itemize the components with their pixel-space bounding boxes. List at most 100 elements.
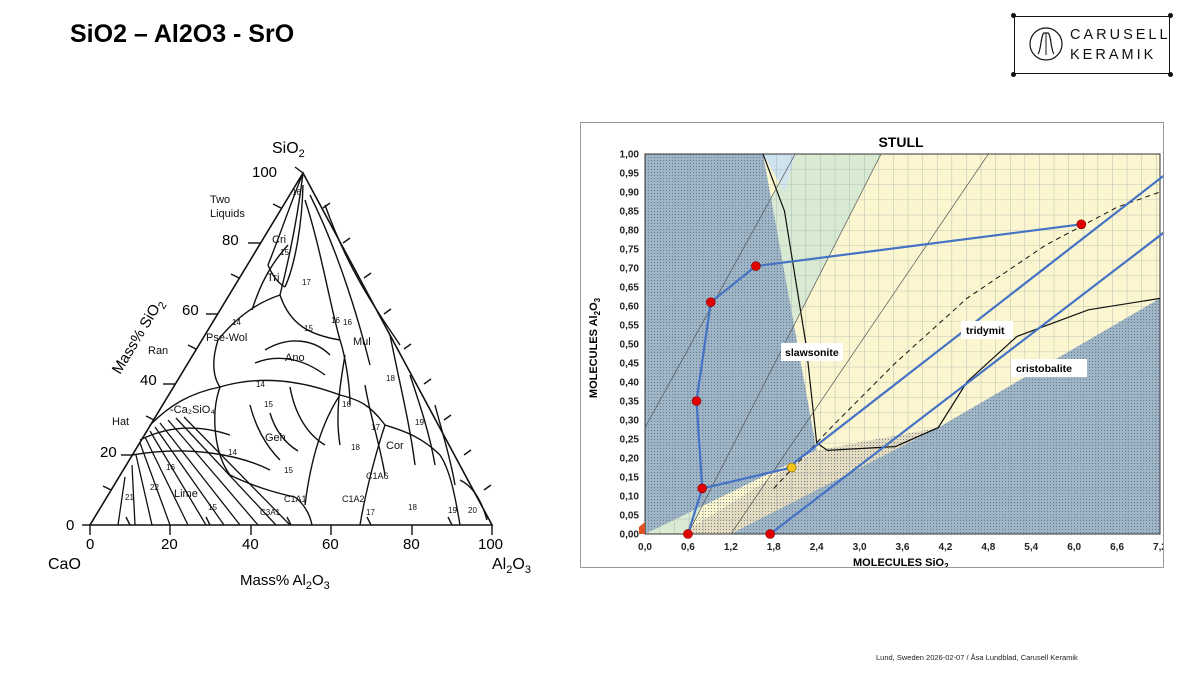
left-tick-20: 20 <box>100 444 117 461</box>
logo-vase-icon <box>1029 27 1063 61</box>
label-liquids: Liquids <box>210 208 245 220</box>
label-ca2sio4: -Ca₂SiO₄ <box>170 404 215 416</box>
y-tick-label: 0,95 <box>620 169 640 180</box>
blue-line <box>787 174 1163 469</box>
apex-right-label: Al2O3 <box>492 556 531 576</box>
label-cristobalite: cristobalite <box>1016 363 1072 375</box>
x-tick-label: 1,8 <box>767 542 781 553</box>
label-mul: Mul <box>353 336 371 348</box>
stull-chart: 1,00 0,95 0,90 0,85 0,80 0,75 0,70 0,65 0,60 0,55… <box>580 122 1164 568</box>
bottom-tick-0: 0 <box>86 536 94 553</box>
x-tick-label: 2,4 <box>810 542 824 553</box>
y-tick-label: 0,80 <box>620 226 640 237</box>
x-tick-label: 7,2 <box>1153 542 1163 553</box>
isotherm-label: 14 <box>232 318 241 327</box>
isotherm-label: 20 <box>468 506 477 515</box>
x-tick-label: 4,2 <box>938 542 952 553</box>
phase-boundaries <box>131 172 488 526</box>
left-tick-100: 100 <box>252 164 277 181</box>
label-c1a1: C1A1 <box>284 494 307 504</box>
x-tick-label: 3,0 <box>853 542 867 553</box>
label-c1a2: C1A2 <box>342 494 365 504</box>
x-tick-label: 0,0 <box>638 542 652 553</box>
isotherm-label: 17 <box>366 508 375 517</box>
blue-polyline <box>686 223 1082 535</box>
isotherm-label: 19 <box>448 506 457 515</box>
y-tick-label: 0,75 <box>620 245 640 256</box>
isotherm-label: 15 <box>280 248 289 257</box>
x-tick-label: 4,8 <box>981 542 995 553</box>
left-tick-60: 60 <box>182 302 199 319</box>
x-tick-label: 1,2 <box>724 542 738 553</box>
lime-region-lines <box>117 416 291 526</box>
isotherm-label: 18 <box>386 374 395 383</box>
yellow-point <box>786 462 797 473</box>
label-ran: Ran <box>148 345 168 357</box>
red-point <box>1076 219 1087 230</box>
apex-left-label: CaO <box>48 556 81 573</box>
isotherm-label: 21 <box>125 493 134 502</box>
bottom-tick-40: 40 <box>242 536 259 553</box>
isotherm-label: 16 <box>343 318 352 327</box>
x-tick-label: 5,4 <box>1024 542 1038 553</box>
bottom-tick-60: 60 <box>322 536 339 553</box>
x-tick-label: 3,6 <box>896 542 910 553</box>
red-point <box>751 261 761 271</box>
logo-frame <box>1014 16 1170 74</box>
y-tick-label: 0,55 <box>620 321 640 332</box>
x-tick-label: 6,0 <box>1067 542 1081 553</box>
logo-text: CARUSELL KERAMIK <box>1070 27 1171 63</box>
dashed-curve <box>773 191 1160 489</box>
isotherm-label: 15 <box>208 503 217 512</box>
isotherm-label: 15 <box>264 400 273 409</box>
y-tick-label: 0,05 <box>620 511 640 522</box>
isotherm-label: 16 <box>342 400 351 409</box>
label-pse-wol: Pse-Wol <box>206 332 247 344</box>
y-tick-label: 0,90 <box>620 188 640 199</box>
isotherm-label: 22 <box>150 483 159 492</box>
left-axis-title: Mass% SiO2 <box>109 296 170 379</box>
y-tick-label: 0,70 <box>620 264 640 275</box>
isotherm-label: 15 <box>284 466 293 475</box>
label-lime: Lime <box>174 488 198 500</box>
zone-line <box>645 154 796 428</box>
y-tick-label: 0,00 <box>620 530 640 541</box>
isotherm-label: 16 <box>166 463 175 472</box>
label-c1a6: C1A6 <box>366 471 389 481</box>
red-point <box>697 483 708 494</box>
y-tick-label: 0,50 <box>620 340 640 351</box>
label-hat: Hat <box>112 416 129 428</box>
isotherm-label: 14 <box>256 380 265 389</box>
plot-grid <box>645 154 1160 534</box>
isotherm-label: 15 <box>304 324 313 333</box>
left-tick-0: 0 <box>66 517 74 534</box>
y-tick-label: 0,15 <box>620 473 640 484</box>
y-tick-label: 0,25 <box>620 435 640 446</box>
label-slawsonite: slawsonite <box>785 347 839 359</box>
y-tick-label: 0,85 <box>620 207 640 218</box>
label-tridymit: tridymit <box>966 325 1005 337</box>
red-point <box>765 529 775 539</box>
label-ano: Ano <box>285 352 305 364</box>
left-tick-80: 80 <box>222 232 239 249</box>
isotherm-label: 17 <box>371 423 380 432</box>
isotherm-label: 18 <box>351 443 360 452</box>
isotherm-label: 16 <box>292 188 301 197</box>
label-tri: Tri <box>267 272 279 284</box>
label-two: Two <box>210 194 230 206</box>
label-geh: Geh <box>265 432 286 444</box>
label-cri: Cri <box>272 234 286 246</box>
y-tick-label: 0,40 <box>620 378 640 389</box>
plot-frame <box>644 153 1161 535</box>
ternary-phase-diagram: SiO2 CaO Al2O3 100 80 60 40 20 0 0 20 40… <box>48 140 531 592</box>
x-tick-label: 6,6 <box>1110 542 1124 553</box>
logo: CARUSELL KERAMIK <box>1011 13 1173 77</box>
x-tick-label: 0,6 <box>681 542 695 553</box>
red-point <box>683 529 693 539</box>
y-tick-label: 0,35 <box>620 397 640 408</box>
bottom-axis-title: Mass% Al2O3 <box>240 572 330 592</box>
blue-polyline-branch <box>701 466 792 490</box>
label-cor: Cor <box>386 440 404 452</box>
label-c3a1: C3A1 <box>260 508 281 517</box>
footer-credit: Lund, Sweden 2026-02-07 / Åsa Lundblad, … <box>876 653 1078 662</box>
